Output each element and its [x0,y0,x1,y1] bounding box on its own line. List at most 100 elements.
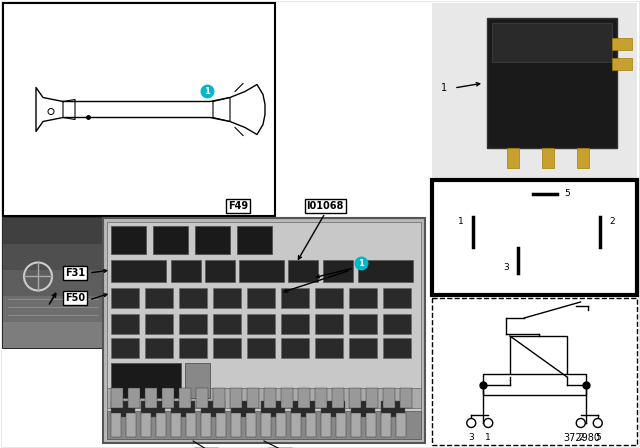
Text: I01068: I01068 [307,201,344,211]
Bar [237,226,272,254]
Bar [213,314,241,334]
Bar [264,388,276,408]
Bar [162,388,174,408]
Bar [128,388,140,408]
Bar [306,413,316,437]
Bar [179,338,207,358]
Text: 3: 3 [468,432,474,441]
Text: F50: F50 [65,293,85,303]
Circle shape [593,418,602,427]
Bar [383,338,411,358]
Text: 5: 5 [595,432,600,441]
Bar [246,413,256,437]
Bar [291,413,301,437]
Bar [201,413,211,437]
Bar [171,413,181,437]
Bar [349,388,361,408]
Bar [205,260,235,282]
Bar [281,338,309,358]
Bar [186,413,196,437]
Bar [315,314,343,334]
Bar [216,413,226,437]
Bar [196,388,208,408]
Bar [351,401,375,417]
Bar [145,288,173,308]
Bar [111,314,139,334]
Bar [3,322,103,348]
Bar [179,314,207,334]
Bar [507,148,519,168]
Bar [111,401,135,417]
Bar [171,260,201,282]
Bar [195,226,230,254]
Text: 1: 1 [358,258,364,267]
Bar [323,260,353,282]
Bar [315,388,327,408]
Bar [247,338,275,358]
Bar [103,218,425,443]
Bar [230,388,242,408]
Bar [3,270,103,296]
Bar [288,260,318,282]
Bar [179,288,207,308]
Bar [261,401,285,417]
Bar [510,336,567,377]
Bar [247,288,275,308]
Bar [145,338,173,358]
Bar [145,314,173,334]
Bar [432,298,637,445]
Text: 2: 2 [578,432,584,441]
Bar [349,288,377,308]
Bar [612,38,632,50]
Bar [281,388,293,408]
Bar [612,58,632,70]
Bar [185,363,210,398]
Bar [298,388,310,408]
Bar [213,288,241,308]
Text: 1: 1 [441,83,447,93]
Bar [400,388,412,408]
Bar [107,222,421,439]
Bar [201,401,225,417]
Bar [366,388,378,408]
Bar [492,23,612,62]
Text: 2: 2 [609,217,615,226]
Bar [107,411,421,439]
Text: 1: 1 [204,87,210,96]
Bar [111,260,166,282]
Bar [247,388,259,408]
Bar [231,401,255,417]
Bar [111,338,139,358]
Bar [145,388,157,408]
Bar [483,375,586,395]
Bar [111,363,181,398]
Bar [239,260,284,282]
Bar [126,413,136,437]
Bar [281,314,309,334]
Bar [111,288,139,308]
Bar [291,401,315,417]
Bar [381,413,391,437]
Bar [3,244,103,270]
Text: 372980: 372980 [563,433,600,443]
Bar [141,401,165,417]
Bar [153,226,188,254]
Bar [332,388,344,408]
Text: 5: 5 [564,190,570,198]
Bar [358,260,413,282]
Bar [111,413,121,437]
Text: 3: 3 [503,263,509,272]
Bar [111,226,146,254]
Bar [321,401,345,417]
Bar [577,148,589,168]
Bar [141,413,151,437]
Bar [3,218,103,348]
Bar [213,388,225,408]
Bar [231,413,241,437]
Bar [432,180,637,295]
Bar [321,413,331,437]
Text: 1: 1 [485,432,491,441]
Bar [3,3,275,216]
Circle shape [576,418,585,427]
Bar [383,314,411,334]
